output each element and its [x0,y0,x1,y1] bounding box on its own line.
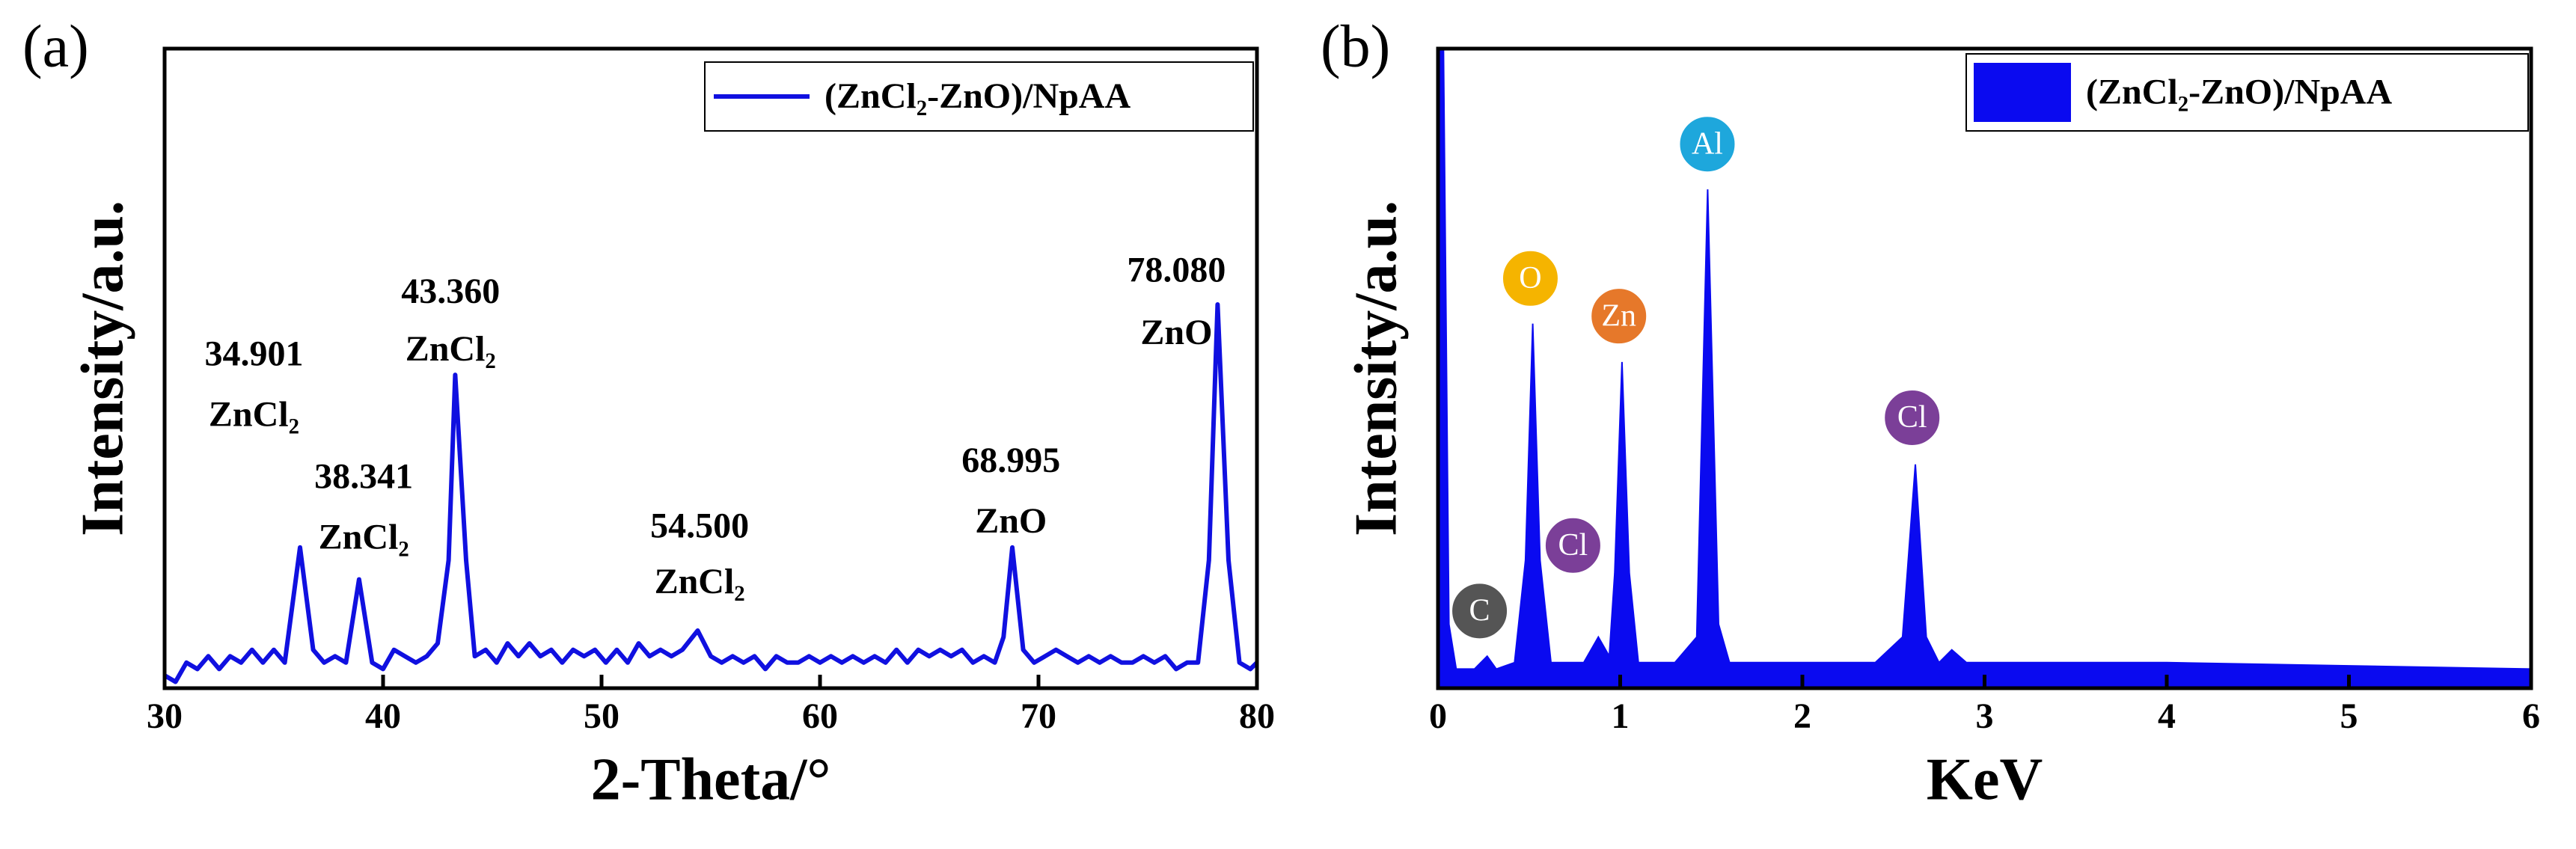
legend-swatch [1974,63,2071,122]
peak-phase: ZnCl₂ [319,518,409,557]
element-label: O [1519,261,1541,295]
plot-frame [1436,46,2533,690]
x-tick-label: 3 [1976,696,1994,736]
data-area [1437,48,2532,689]
x-axis-label: 2-Theta/° [591,747,831,812]
element-badge [1450,581,1510,641]
x-tick-label: 40 [365,696,401,736]
element-label: C [1469,594,1490,628]
element-badge [1589,286,1649,346]
x-axis-label: KeV [1927,747,2043,812]
peak-position: 38.341 [314,457,413,497]
data-line [163,302,1259,684]
peak-phase: ZnCl₂ [655,562,745,601]
peak-position: 43.360 [401,272,500,311]
x-tick-label: 0 [1429,696,1447,736]
x-tick-label: 60 [802,696,838,736]
element-badge [1677,114,1737,174]
peak-position: 54.500 [650,506,749,545]
peak-phase: ZnCl₂ [209,394,299,434]
panel-label: (a) [22,13,89,79]
element-badge [1543,515,1603,575]
x-tick-label: 80 [1239,696,1275,736]
y-axis-label: Intensity/a.u. [1343,200,1409,536]
peak-phase: ZnO [975,501,1047,541]
peak-phase: ZnCl₂ [406,329,496,369]
x-tick-label: 6 [2522,696,2540,736]
legend-label: (ZnCl₂-ZnO)/NpAA [2086,73,2392,112]
element-label: Al [1692,126,1723,161]
x-tick-label: 1 [1612,696,1630,736]
peak-phase: ZnO [1140,313,1212,352]
x-tick-label: 5 [2340,696,2358,736]
element-label: Cl [1897,400,1927,435]
x-tick-label: 30 [147,696,183,736]
plot-frame [162,46,1259,690]
x-tick-label: 50 [584,696,619,736]
x-tick-label: 70 [1021,696,1056,736]
element-label: Zn [1601,298,1636,333]
panel-label: (b) [1321,13,1390,79]
x-tick-label: 2 [1793,696,1811,736]
legend-label: (ZnCl₂-ZnO)/NpAA [824,76,1131,116]
element-badge [1882,387,1942,447]
peak-position: 34.901 [204,334,303,373]
element-label: Cl [1558,528,1588,563]
peak-position: 68.995 [961,441,1060,480]
y-axis-label: Intensity/a.u. [70,200,135,536]
element-badge [1500,248,1560,308]
peak-position: 78.080 [1127,251,1226,290]
x-tick-label: 4 [2158,696,2176,736]
